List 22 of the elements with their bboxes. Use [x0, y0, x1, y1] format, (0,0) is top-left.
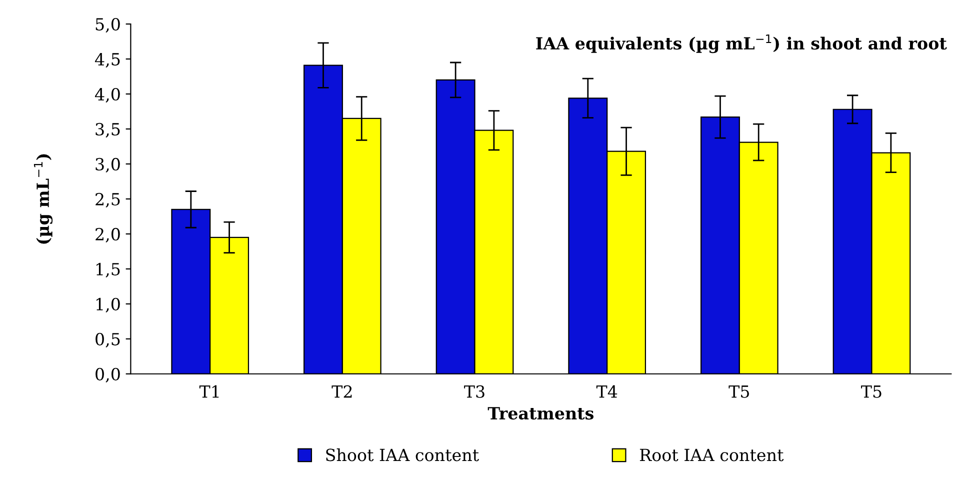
x-tick-label: T4	[596, 385, 618, 398]
legend-label: Shoot IAA content	[326, 448, 479, 462]
annotation: IAA equivalents (µg mL$^{−1}$) in shoot and root	[536, 34, 947, 54]
y-tick-label: 4,5	[94, 52, 120, 68]
legend-label: Root IAA content	[640, 448, 784, 462]
y-tick-label: 3,0	[96, 158, 120, 173]
y-tick-label: 0,0	[96, 368, 120, 382]
x-axis-title: Treatments	[488, 407, 594, 420]
y-tick-label: 0,5	[96, 332, 120, 348]
y-tick-label: 4,0	[94, 88, 120, 103]
y-tick-label: 2,5	[96, 192, 120, 208]
y-tick-label: 3,5	[96, 122, 120, 138]
x-tick-label: T5	[861, 385, 882, 398]
y-axis-title: (µg mL$^{−1}$)	[34, 154, 53, 244]
y-tick-label: 1,5	[96, 262, 120, 278]
y-tick-label: 5,0	[96, 18, 120, 33]
y-tick-label: 2,0	[96, 228, 120, 243]
y-tick-label: 1,0	[96, 298, 120, 312]
x-tick-label: T5	[728, 385, 749, 398]
x-tick-label: T2	[332, 385, 352, 398]
x-tick-label: T1	[199, 385, 219, 398]
x-tick-label: T3	[464, 385, 484, 398]
